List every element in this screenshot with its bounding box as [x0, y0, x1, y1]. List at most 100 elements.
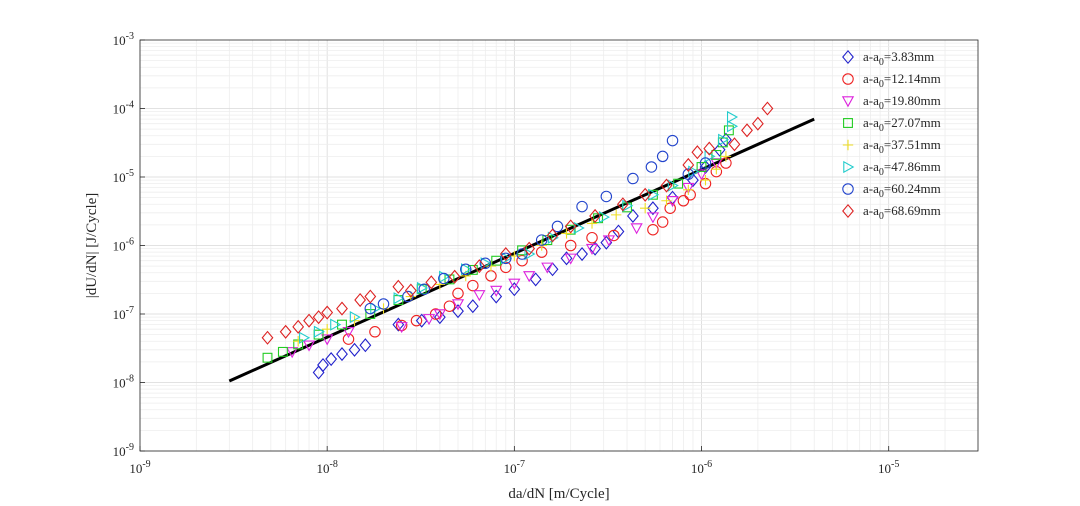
data-point	[448, 269, 461, 284]
data-point	[720, 151, 732, 162]
data-point	[359, 338, 372, 353]
data-point	[392, 279, 405, 294]
data-point	[586, 231, 598, 244]
data-point	[418, 283, 430, 295]
legend-item: a-a0=68.69mm	[842, 203, 941, 222]
series-2	[342, 157, 732, 345]
data-point	[682, 157, 695, 172]
data-point	[490, 289, 503, 304]
data-point	[508, 282, 521, 297]
legend-marker	[841, 96, 855, 108]
data-point	[677, 195, 690, 207]
x-axis-label: da/dN [m/Cycle]	[508, 486, 609, 502]
data-point	[741, 123, 753, 138]
legend-item: a-a0=19.80mm	[841, 93, 941, 112]
data-point	[726, 120, 739, 133]
data-point	[656, 216, 669, 228]
data-point	[425, 275, 438, 290]
x-tick-label: 10-7	[504, 459, 525, 476]
legend-label: a-a0=60.24mm	[863, 181, 941, 200]
series-8	[261, 101, 774, 345]
data-point	[321, 305, 334, 320]
data-point	[461, 263, 473, 276]
data-point	[354, 292, 367, 308]
y-tick-label: 10-6	[113, 237, 134, 254]
data-point	[348, 342, 361, 357]
x-tick-label: 10-5	[878, 459, 899, 476]
legend-item: a-a0=47.86mm	[843, 159, 941, 178]
data-point	[416, 281, 429, 295]
data-point	[576, 200, 588, 213]
data-point	[610, 209, 622, 221]
data-point	[451, 299, 465, 311]
data-point	[656, 150, 669, 163]
data-point	[666, 134, 679, 147]
y-tick-label: 10-7	[113, 305, 134, 322]
data-point	[647, 223, 659, 236]
data-point	[473, 259, 486, 274]
data-point	[523, 271, 536, 283]
data-point	[728, 137, 741, 152]
x-tick-label: 10-6	[691, 459, 712, 476]
data-point	[317, 357, 329, 373]
legend-item: a-a0=12.14mm	[842, 71, 941, 90]
legend-marker	[842, 183, 854, 195]
data-point	[626, 208, 639, 224]
ticks: 10-9 10-8 10-7 10-6 10-5 10-9 10-8 10-7 10-6 10-5…	[113, 31, 900, 476]
x-tick-label: 10-8	[317, 459, 338, 476]
data-point	[369, 326, 381, 338]
data-point	[261, 330, 274, 345]
data-point	[726, 110, 739, 124]
y-tick-label: 10-8	[113, 374, 134, 391]
data-point	[313, 325, 325, 338]
data-point	[561, 228, 572, 239]
data-point	[443, 300, 456, 312]
data-point	[529, 272, 542, 287]
legend-item: a-a0=60.24mm	[842, 181, 941, 200]
data-point	[466, 299, 479, 314]
data-point	[700, 174, 711, 186]
data-point	[616, 197, 629, 212]
legend-marker	[842, 139, 854, 151]
data-point	[330, 318, 342, 331]
data-point	[523, 241, 536, 256]
data-point	[516, 254, 528, 267]
data-point	[452, 287, 464, 300]
data-point	[589, 241, 602, 256]
grid	[139, 40, 978, 452]
data-point	[499, 247, 512, 262]
data-point	[646, 212, 660, 224]
data-point	[639, 203, 651, 214]
data-point	[325, 351, 338, 367]
data-point	[490, 285, 503, 297]
data-point	[336, 301, 348, 316]
data-point	[600, 235, 613, 250]
legend-marker	[842, 203, 854, 219]
y-axis-label: |dU/dN| [J/Cycle]	[84, 193, 100, 299]
data-point	[410, 314, 423, 327]
legend-label: a-a0=37.51mm	[863, 137, 941, 156]
data-point	[713, 142, 726, 157]
data-point	[433, 309, 446, 321]
data-point	[342, 327, 355, 339]
legend-label: a-a0=27.07mm	[863, 115, 941, 134]
data-point	[467, 279, 479, 292]
data-point	[279, 324, 292, 339]
data-point	[691, 145, 704, 160]
data-point	[433, 310, 446, 325]
data-point	[667, 179, 679, 192]
series-6	[299, 110, 739, 344]
data-point	[645, 161, 658, 173]
data-point	[723, 125, 734, 136]
data-point	[682, 182, 695, 194]
data-point	[501, 252, 513, 265]
data-point	[460, 263, 472, 276]
data-point	[718, 133, 730, 146]
data-point	[703, 141, 716, 156]
data-point	[516, 248, 528, 260]
data-point	[302, 340, 316, 352]
data-point	[404, 283, 417, 298]
x-tick-label: 10-9	[129, 459, 150, 476]
y-tick-label: 10-4	[113, 100, 134, 117]
data-point	[377, 298, 390, 310]
